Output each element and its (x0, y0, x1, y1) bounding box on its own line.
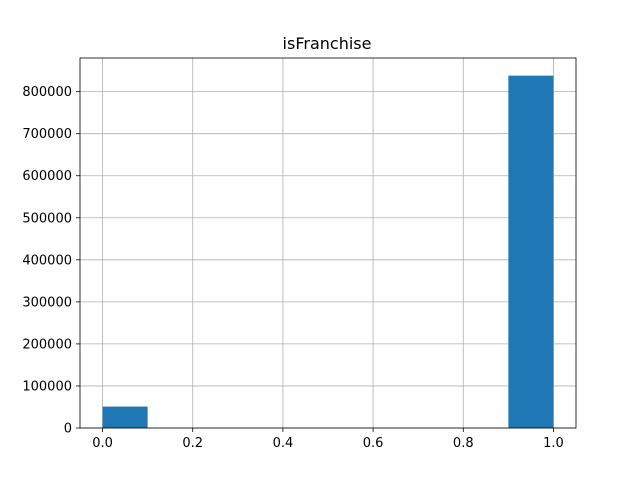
x-tick-label: 0.0 (92, 436, 113, 451)
y-tick-label: 200000 (22, 337, 72, 352)
histogram-bars (102, 75, 554, 428)
x-tick-label: 0.6 (363, 436, 384, 451)
y-tick-label: 500000 (22, 211, 72, 226)
x-tick-label: 0.8 (453, 436, 474, 451)
histogram-bar (508, 75, 554, 428)
x-tick-label: 0.4 (273, 436, 294, 451)
x-axis-ticks: 0.0 0.2 0.4 0.6 0.8 1.0 (92, 428, 564, 451)
y-tick-label: 800000 (22, 85, 72, 100)
y-tick-label: 700000 (22, 127, 72, 142)
y-tick-label: 300000 (22, 295, 72, 310)
y-tick-label: 0 (64, 422, 72, 437)
histogram-bar (102, 406, 148, 428)
plot-frame (79, 57, 577, 429)
chart-title: isFranchise (283, 34, 372, 53)
axes (79, 57, 577, 429)
y-tick-label: 600000 (22, 169, 72, 184)
y-axis-ticks: 0 100000 200000 300000 400000 500000 600000 700… (22, 85, 80, 437)
x-tick-label: 1.0 (543, 436, 564, 451)
y-tick-label: 100000 (22, 379, 72, 394)
grid-lines (80, 58, 576, 429)
x-tick-label: 0.2 (182, 436, 203, 451)
y-tick-label: 400000 (22, 253, 72, 268)
